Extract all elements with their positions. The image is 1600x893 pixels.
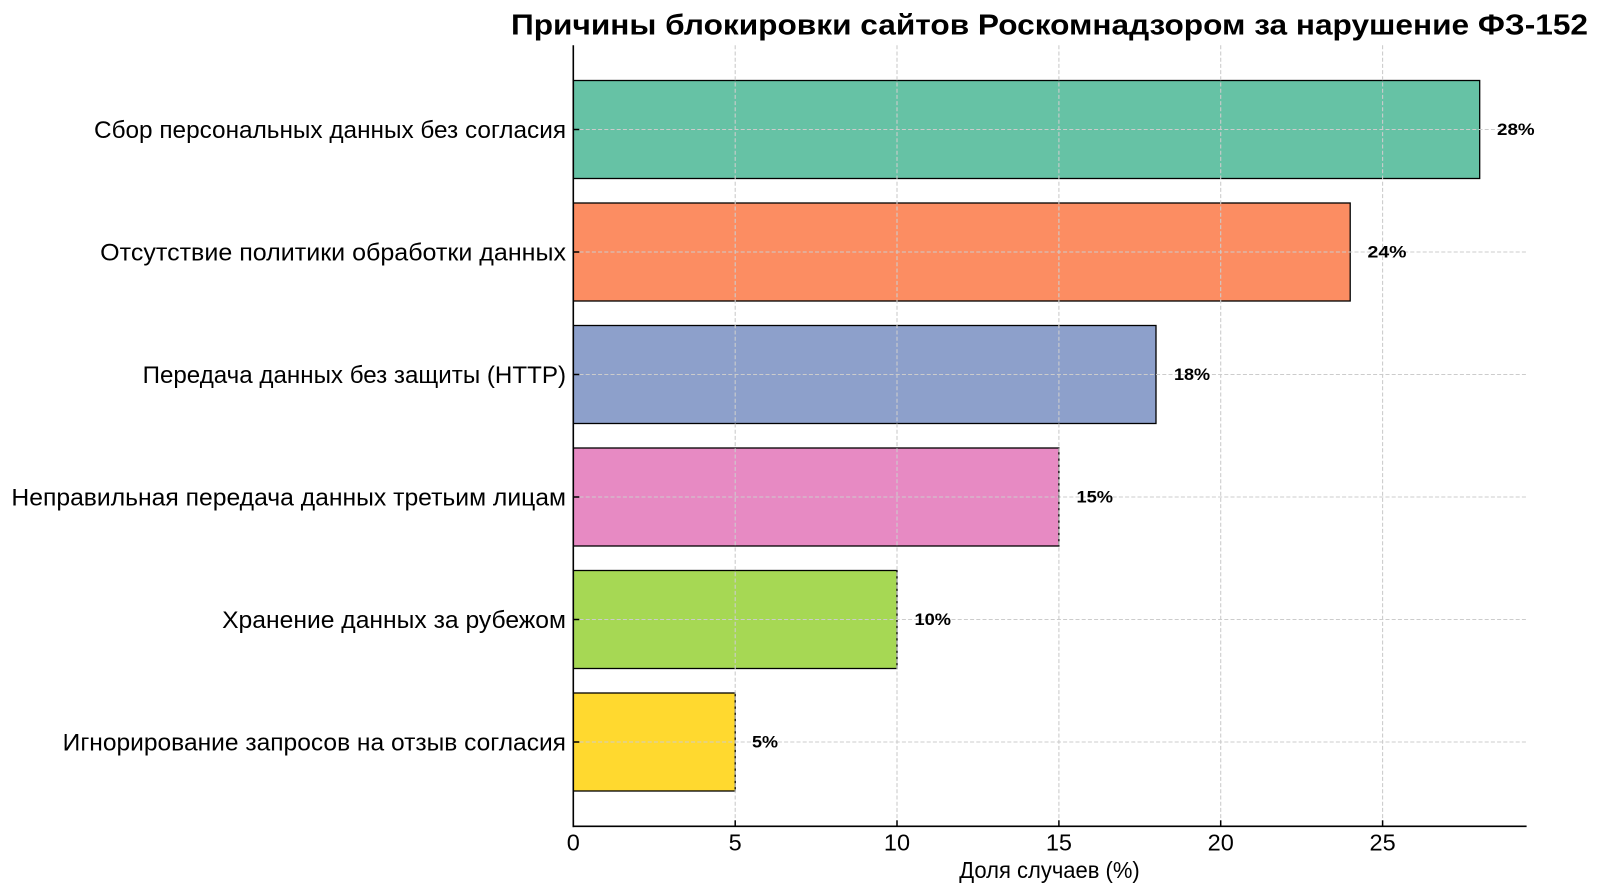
svg-text:20: 20 [1208, 830, 1234, 856]
svg-text:24%: 24% [1368, 243, 1407, 261]
svg-text:Хранение данных за рубежом: Хранение данных за рубежом [222, 607, 566, 634]
svg-text:10: 10 [884, 830, 910, 856]
svg-text:18%: 18% [1174, 366, 1210, 384]
svg-text:15%: 15% [1077, 488, 1114, 506]
svg-text:Доля случаев (%): Доля случаев (%) [959, 857, 1140, 883]
svg-text:28%: 28% [1497, 121, 1535, 139]
svg-text:Неправильная передача данных т: Неправильная передача данных третьим лиц… [11, 484, 566, 511]
svg-text:5%: 5% [752, 733, 778, 751]
svg-text:Отсутствие политики обработки: Отсутствие политики обработки данных [100, 239, 566, 266]
svg-text:10%: 10% [915, 611, 952, 629]
svg-text:Передача данных без защиты (HT: Передача данных без защиты (HTTP) [143, 362, 566, 389]
svg-text:Сбор персональных данных без с: Сбор персональных данных без согласия [94, 117, 566, 144]
svg-text:5: 5 [729, 830, 742, 856]
svg-text:0: 0 [567, 830, 580, 856]
svg-text:Причины блокировки сайтов Роск: Причины блокировки сайтов Роскомнадзором… [511, 9, 1588, 41]
svg-text:15: 15 [1046, 830, 1072, 856]
svg-text:Игнорирование запросов на отзы: Игнорирование запросов на отзыв согласия [63, 729, 566, 756]
svg-text:25: 25 [1370, 830, 1396, 856]
